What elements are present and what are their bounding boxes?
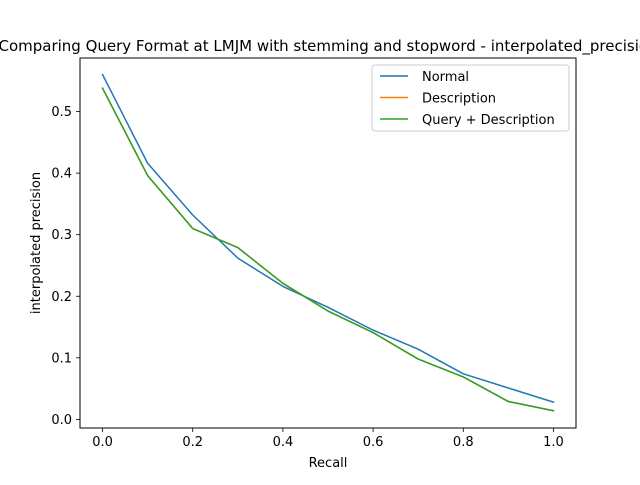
chart-title: Comparing Query Format at LMJM with stem… xyxy=(0,37,640,56)
x-axis-ticks: 0.0 0.2 0.4 0.6 0.8 1.0 xyxy=(92,428,564,450)
y-tick-label: 0.0 xyxy=(51,413,72,428)
legend-box xyxy=(371,64,570,132)
axes-frame xyxy=(79,57,577,429)
x-tick-label: 0.8 xyxy=(453,435,474,450)
x-tick-label: 0.0 xyxy=(92,435,113,450)
y-tick-label: 0.2 xyxy=(51,290,72,305)
legend-label-1: Description xyxy=(422,92,496,107)
y-tick-label: 0.1 xyxy=(51,351,72,366)
x-axis-label: Recall xyxy=(309,456,348,471)
y-tick-label: 0.4 xyxy=(51,167,72,182)
x-tick-label: 0.6 xyxy=(363,435,384,450)
y-tick-label: 0.3 xyxy=(51,228,72,243)
series-line-0 xyxy=(101,73,555,404)
y-axis-ticks: 0.0 0.1 0.2 0.3 0.4 0.5 xyxy=(51,105,80,428)
y-tick-label: 0.5 xyxy=(51,105,72,120)
x-tick-label: 0.4 xyxy=(273,435,294,450)
x-tick-label: 1.0 xyxy=(543,435,564,450)
legend-label-2: Query + Description xyxy=(422,113,555,128)
plot-lines xyxy=(101,73,555,412)
series-line-2 xyxy=(101,87,555,412)
legend-label-0: Normal xyxy=(422,70,469,85)
legend: Normal Description Query + Description xyxy=(371,64,570,132)
y-axis-label: interpolated precision xyxy=(29,172,44,314)
x-tick-label: 0.2 xyxy=(182,435,203,450)
